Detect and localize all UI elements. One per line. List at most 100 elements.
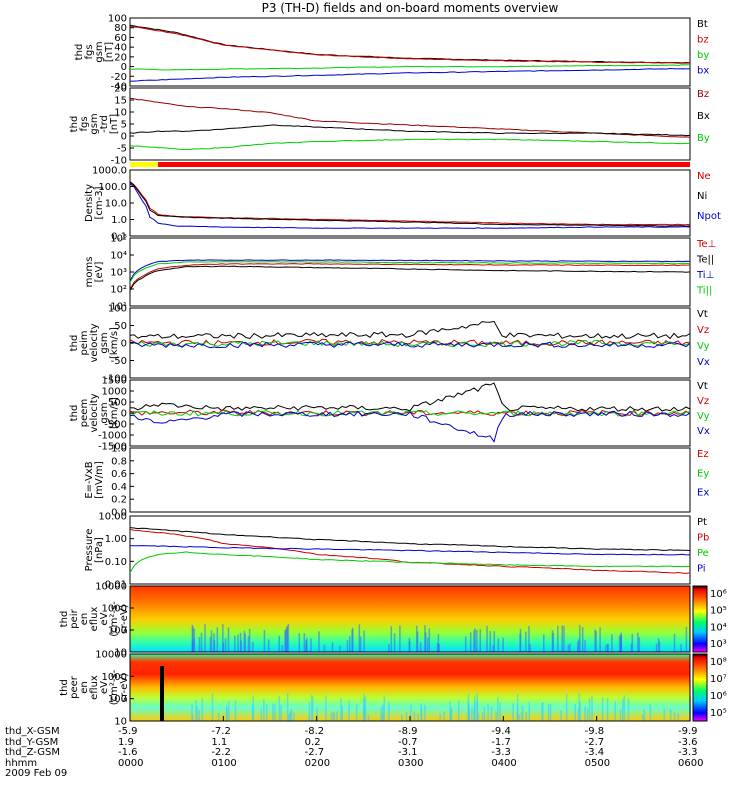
peir-streak xyxy=(594,629,596,652)
peir-streak xyxy=(577,639,580,652)
peem_vel-ylabel: [km/s] xyxy=(109,397,120,429)
peer-streak xyxy=(228,701,230,721)
peer-streak xyxy=(601,697,604,721)
peer-streak xyxy=(495,711,497,721)
peir-streak xyxy=(222,642,225,652)
peer-streak xyxy=(316,707,318,721)
peir-streak xyxy=(239,632,242,652)
peem_vel-ytick: -1000 xyxy=(98,431,127,442)
peer-streak xyxy=(424,704,426,721)
peer-streak xyxy=(355,703,358,721)
ephemeris-value: 0100 xyxy=(211,757,237,769)
peer-streak xyxy=(614,701,617,721)
peer-streak xyxy=(497,696,499,721)
efield-legend-2: Ex xyxy=(697,488,709,499)
peer-ylabel: eV xyxy=(99,681,110,694)
temp-frame xyxy=(129,237,691,307)
peer-streak xyxy=(311,696,314,721)
peir-streak xyxy=(346,640,349,652)
fgs_dtrend-ylabel: -trd xyxy=(99,115,110,133)
peir-streak xyxy=(605,644,607,652)
peir-streak xyxy=(638,637,641,652)
peer-colorbar-tick: 10⁸ xyxy=(710,657,727,668)
fgs-legend-3: bx xyxy=(697,66,709,77)
peir-streak xyxy=(620,634,622,652)
ephemeris-value: -1.7 xyxy=(491,736,511,748)
peer-streak xyxy=(487,703,489,721)
fgs-frame xyxy=(129,17,691,87)
mode-bar-slow xyxy=(130,162,158,167)
peir-streak xyxy=(469,632,472,652)
peim_vel-ylabel: velocity xyxy=(89,323,100,362)
temp-ytick: 10² xyxy=(110,285,127,296)
density-legend-1: Ni xyxy=(697,191,707,202)
fgs-ytick: 40 xyxy=(114,43,127,54)
peem_vel-ylabel: velocity xyxy=(89,393,100,432)
ephemeris-value: -3.3 xyxy=(678,747,698,758)
peir-streak xyxy=(474,628,476,652)
peer-streak xyxy=(468,710,470,721)
peir-streak xyxy=(216,627,219,652)
peer-streak xyxy=(471,707,473,721)
density-ytick: 100.0 xyxy=(98,182,127,193)
peir-streak xyxy=(519,633,521,652)
peer-streak xyxy=(474,696,476,721)
peim_vel-legend-0: Vt xyxy=(697,309,708,320)
peir-streak xyxy=(310,638,312,652)
pressure-ytick: 1.00 xyxy=(105,534,127,545)
peir-streak xyxy=(599,627,601,652)
peem_vel-ytick: -1500 xyxy=(98,442,127,453)
peir-streak xyxy=(267,639,270,652)
peer-streak xyxy=(263,699,265,721)
peir-streak xyxy=(437,634,440,652)
peir-streak xyxy=(318,631,320,652)
peir-streak xyxy=(561,625,563,652)
peir-streak xyxy=(630,643,633,652)
panel-density: Ne Ni Npot 1000.0 100.0 10.0 1.0 0.1 Density [cm-… xyxy=(84,166,721,243)
peer-streak xyxy=(278,696,281,721)
fgs_dtrend-ylabel: gsm xyxy=(89,113,100,134)
density-ylabel: [cm-3] xyxy=(94,186,105,219)
peer-colorbar xyxy=(692,653,708,722)
peer-streak xyxy=(542,702,544,721)
peer-streak xyxy=(211,693,214,721)
peer-ylabel: (cm²-s- xyxy=(109,669,120,705)
peer-streak xyxy=(449,701,451,721)
peer-ytick: 1000 xyxy=(102,672,127,683)
peir-streak xyxy=(479,629,482,652)
peir-streak xyxy=(237,634,239,652)
peem_vel-legend-0: Vt xyxy=(697,381,708,392)
peer-streak xyxy=(591,696,593,721)
peer-streak xyxy=(288,714,290,721)
peer-streak xyxy=(574,703,576,721)
peer-streak xyxy=(623,695,626,721)
peir-streak xyxy=(339,645,341,652)
ephemeris-value: -9.8 xyxy=(584,726,605,737)
ephemeris-value: 0400 xyxy=(491,757,517,769)
peir-colorbar xyxy=(692,585,708,653)
peer-streak xyxy=(401,714,403,721)
peir-streak xyxy=(631,634,634,652)
peir-streak xyxy=(428,628,431,652)
fgs-legend-1: bz xyxy=(697,35,709,46)
peer-streak xyxy=(483,707,486,721)
peir-streak xyxy=(388,644,390,652)
fgs-ytick: -20 xyxy=(111,72,127,83)
peer-streak xyxy=(520,712,523,721)
peer-streak xyxy=(289,710,292,721)
peir-streak xyxy=(359,636,362,652)
peer-streak xyxy=(333,712,336,721)
peir-streak xyxy=(213,640,216,652)
peem_vel-series-0 xyxy=(129,382,691,412)
ephemeris-label: thd_X-GSM xyxy=(5,726,60,737)
peir-streak xyxy=(492,645,494,652)
page-title: P3 (TH-D) fields and on-board moments ov… xyxy=(261,1,559,15)
peir-colorbar-tick: 10⁶ xyxy=(710,589,727,600)
peem_vel-series-3 xyxy=(129,410,691,443)
peir-streak xyxy=(303,633,306,652)
peer-streak xyxy=(663,708,665,721)
fgs_dtrend-ytick: -10 xyxy=(111,156,127,167)
